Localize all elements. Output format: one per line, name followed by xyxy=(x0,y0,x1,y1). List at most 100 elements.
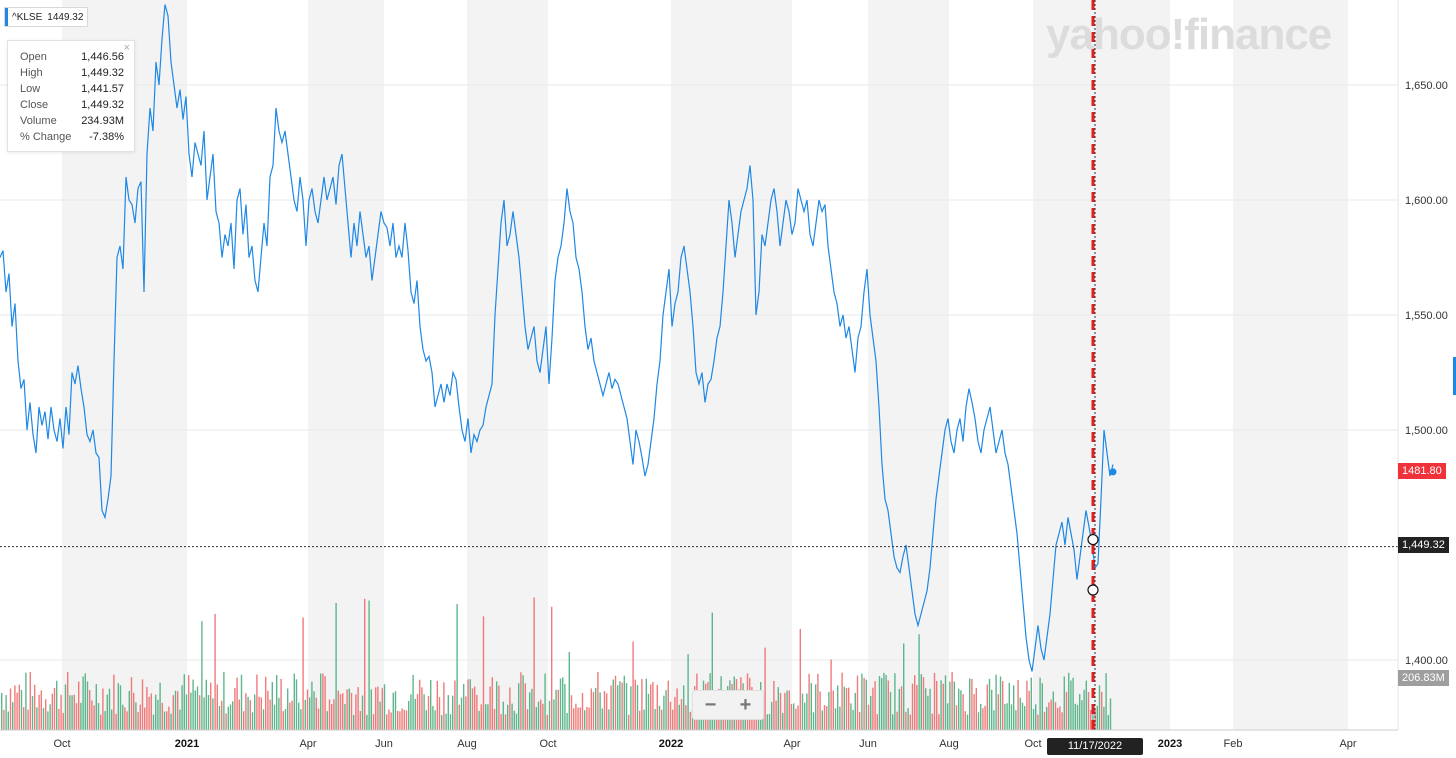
volume-bar xyxy=(663,695,665,730)
ohlc-value: 1,446.56 xyxy=(81,51,124,63)
volume-bar xyxy=(839,706,841,730)
volume-bar xyxy=(588,707,590,730)
volume-bar xyxy=(236,677,238,730)
volume-bar xyxy=(111,709,113,730)
volume-bar xyxy=(768,713,771,730)
volume-bar xyxy=(106,694,108,730)
volume-bar xyxy=(1072,677,1074,730)
y-tick-label: 1,650.00 xyxy=(1405,80,1448,92)
volume-bar xyxy=(623,675,625,730)
volume-bar xyxy=(810,683,812,730)
volume-bar xyxy=(509,687,511,730)
x-tick-label: Jun xyxy=(375,738,393,750)
volume-bar xyxy=(75,703,78,730)
volume-bar xyxy=(911,683,914,730)
volume-bar xyxy=(146,686,148,730)
volume-bar xyxy=(716,713,718,730)
volume-bar xyxy=(612,679,614,730)
volume-bar xyxy=(1019,697,1021,730)
volume-bar xyxy=(366,714,368,730)
volume-bar xyxy=(949,681,951,730)
volume-bar xyxy=(62,712,64,730)
volume-bar xyxy=(205,679,207,730)
volume-bar xyxy=(485,704,487,730)
volume-bar xyxy=(192,679,194,730)
volume-bar xyxy=(515,713,518,730)
volume-bar xyxy=(641,679,643,730)
month-band xyxy=(671,0,792,730)
volume-bar xyxy=(113,674,115,730)
horizontal-gridlines xyxy=(0,84,1398,661)
volume-bar xyxy=(863,677,865,730)
x-tick-label: Aug xyxy=(939,738,959,750)
zoom-out-button[interactable]: − xyxy=(704,693,717,716)
volume-bar xyxy=(469,679,471,730)
volume-bar xyxy=(1101,691,1103,730)
volume-bar xyxy=(630,686,632,730)
volume-bar xyxy=(744,710,746,730)
volume-bar xyxy=(168,706,170,730)
volume-bar xyxy=(128,690,130,730)
month-band xyxy=(792,0,868,730)
volume-bar xyxy=(986,684,988,730)
volume-bar xyxy=(566,713,568,730)
volume-bar xyxy=(207,695,210,730)
volume-bar xyxy=(947,703,949,730)
volume-bar xyxy=(557,689,559,730)
volume-bar xyxy=(388,709,390,730)
volume-bar xyxy=(47,711,49,730)
volume-bar xyxy=(141,679,144,730)
volume-bar xyxy=(1028,690,1030,730)
volume-bar xyxy=(553,699,555,730)
volume-bar xyxy=(320,673,322,730)
volume-bar xyxy=(408,700,410,730)
volume-bar xyxy=(691,709,694,730)
volume-bar xyxy=(324,676,326,730)
close-icon[interactable]: × xyxy=(123,42,130,54)
month-band xyxy=(1170,0,1233,730)
volume-bar xyxy=(313,691,315,730)
volume-bar xyxy=(645,678,647,730)
volume-bar xyxy=(3,709,5,730)
volume-bar xyxy=(328,699,331,730)
volume-bar xyxy=(850,703,852,730)
volume-bar xyxy=(421,687,423,730)
volume-bar xyxy=(656,684,658,730)
volume-bar xyxy=(1015,710,1017,730)
volume-bar xyxy=(269,699,271,730)
volume-bar xyxy=(172,695,174,730)
volume-bar xyxy=(249,700,251,730)
volume-bar xyxy=(31,696,34,730)
volume-bar xyxy=(432,705,434,730)
volume-bar xyxy=(489,686,491,730)
volume-bar xyxy=(592,692,595,730)
volume-bar xyxy=(1068,672,1070,730)
volume-bar xyxy=(1032,709,1035,730)
y-tick-label: 1,400.00 xyxy=(1405,655,1448,667)
volume-bar xyxy=(830,659,832,730)
volume-bar xyxy=(1094,709,1096,730)
volume-bar xyxy=(227,706,229,730)
zoom-in-button[interactable]: + xyxy=(739,693,752,716)
volume-bar xyxy=(14,685,16,730)
volume-bar xyxy=(632,641,634,730)
volume-bar xyxy=(1037,714,1039,730)
volume-bar xyxy=(1008,682,1010,730)
volume-bar xyxy=(634,679,636,730)
month-band xyxy=(949,0,1033,730)
volume-bar xyxy=(964,711,966,730)
volume-bar xyxy=(513,710,515,730)
ohlc-label: Low xyxy=(20,83,41,95)
volume-bar xyxy=(689,711,691,730)
volume-bar xyxy=(144,707,146,730)
volume-bar xyxy=(247,696,249,730)
volume-bar xyxy=(815,684,817,730)
volume-bar xyxy=(49,704,51,730)
symbol-legend[interactable]: ^KLSE 1449.32 xyxy=(4,7,89,27)
volume-bar xyxy=(1059,706,1061,730)
volume-bar xyxy=(161,702,163,730)
volume-bar xyxy=(45,699,47,730)
volume-bar xyxy=(135,702,137,730)
volume-bar xyxy=(311,681,313,730)
